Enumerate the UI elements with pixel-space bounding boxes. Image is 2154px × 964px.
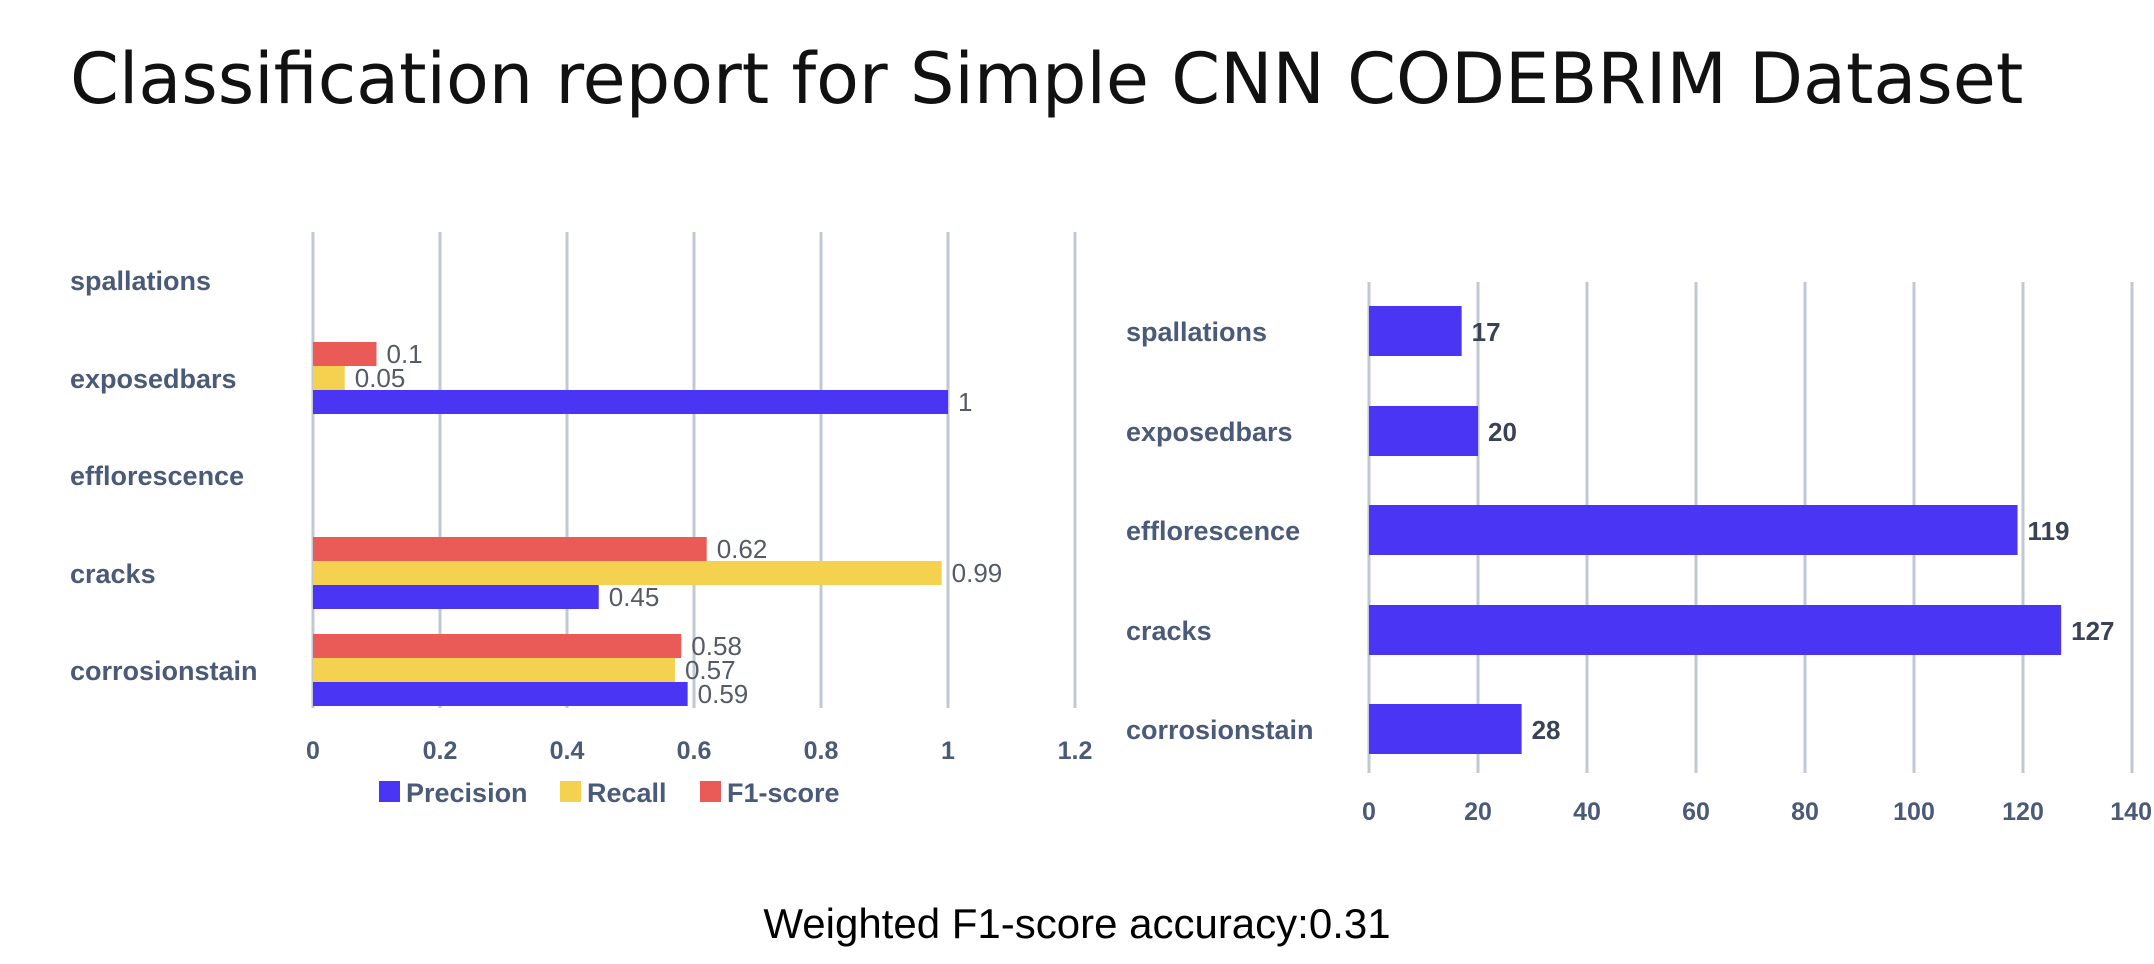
category-label: efflorescence xyxy=(1126,516,1300,546)
x-tick-label: 0 xyxy=(1362,798,1376,826)
bar-recall xyxy=(313,561,942,585)
x-tick-label: 120 xyxy=(2002,798,2044,826)
bar-f1-score xyxy=(313,537,707,561)
x-tick-label: 0.8 xyxy=(804,737,839,765)
x-tick-label: 140 xyxy=(2110,798,2152,826)
x-tick-label: 0.2 xyxy=(423,737,458,765)
x-tick-label: 1 xyxy=(941,737,955,765)
category-label: corrosionstain xyxy=(1126,715,1314,745)
data-label: 0.45 xyxy=(609,582,660,612)
data-label: 0.59 xyxy=(698,679,749,709)
category-label: spallations xyxy=(70,266,211,296)
data-label: 0.1 xyxy=(387,339,423,369)
legend-swatch-precision xyxy=(379,781,400,802)
weighted-f1-note: Weighted F1-score accuracy:0.31 xyxy=(763,900,1391,947)
x-tick-label: 1.2 xyxy=(1058,737,1093,765)
bar-recall xyxy=(313,658,675,682)
x-tick-label: 0.6 xyxy=(677,737,712,765)
category-label: corrosionstain xyxy=(70,656,258,686)
data-label: 0.99 xyxy=(952,558,1003,588)
data-label: 119 xyxy=(2028,516,2070,546)
data-label: 0.62 xyxy=(717,534,768,564)
data-label: 28 xyxy=(1532,715,1561,745)
metrics-bar-chart: 0 0.2 0.4 0.6 0.8 1 1.2 spallations exposedbars 1… xyxy=(70,232,1092,808)
category-label: cracks xyxy=(70,559,156,589)
bar-precision xyxy=(313,585,599,609)
bar-count xyxy=(1369,306,1462,356)
x-tick-label: 20 xyxy=(1464,798,1492,826)
x-tick-label: 80 xyxy=(1791,798,1819,826)
x-tick-label: 60 xyxy=(1682,798,1710,826)
support-bar-chart: 0 20 40 60 80 100 120 140 spallations 17 exposedba… xyxy=(1126,282,2152,826)
bar-f1-score xyxy=(313,342,377,366)
data-label: 0.58 xyxy=(691,631,742,661)
legend-label: Recall xyxy=(587,778,667,808)
bar-count xyxy=(1369,505,2018,555)
bar-f1-score xyxy=(313,634,682,658)
category-label: cracks xyxy=(1126,616,1212,646)
bar-count xyxy=(1369,605,2062,655)
legend-swatch-f1-score xyxy=(700,781,721,802)
legend-swatch-recall xyxy=(560,781,581,802)
data-label: 1 xyxy=(958,387,972,417)
page-title: Classification report for Simple CNN COD… xyxy=(70,38,2024,120)
bar-count xyxy=(1369,406,1478,456)
category-label: exposedbars xyxy=(1126,417,1293,447)
data-label: 0.05 xyxy=(355,363,406,393)
x-tick-label: 40 xyxy=(1573,798,1601,826)
x-tick-label: 0 xyxy=(306,737,320,765)
legend-label: Precision xyxy=(406,778,528,808)
x-tick-label: 0.4 xyxy=(550,737,585,765)
category-label: spallations xyxy=(1126,317,1267,347)
data-label: 17 xyxy=(1472,317,1501,347)
bar-count xyxy=(1369,704,1522,754)
category-label: exposedbars xyxy=(70,364,237,394)
bar-recall xyxy=(313,366,345,390)
data-label: 127 xyxy=(2071,616,2114,646)
x-tick-label: 100 xyxy=(1893,798,1935,826)
legend-label: F1-score xyxy=(727,778,840,808)
data-label: 0.57 xyxy=(685,655,736,685)
data-label: 20 xyxy=(1488,417,1517,447)
bar-precision xyxy=(313,390,948,414)
category-label: efflorescence xyxy=(70,461,244,491)
bar-precision xyxy=(313,682,688,706)
